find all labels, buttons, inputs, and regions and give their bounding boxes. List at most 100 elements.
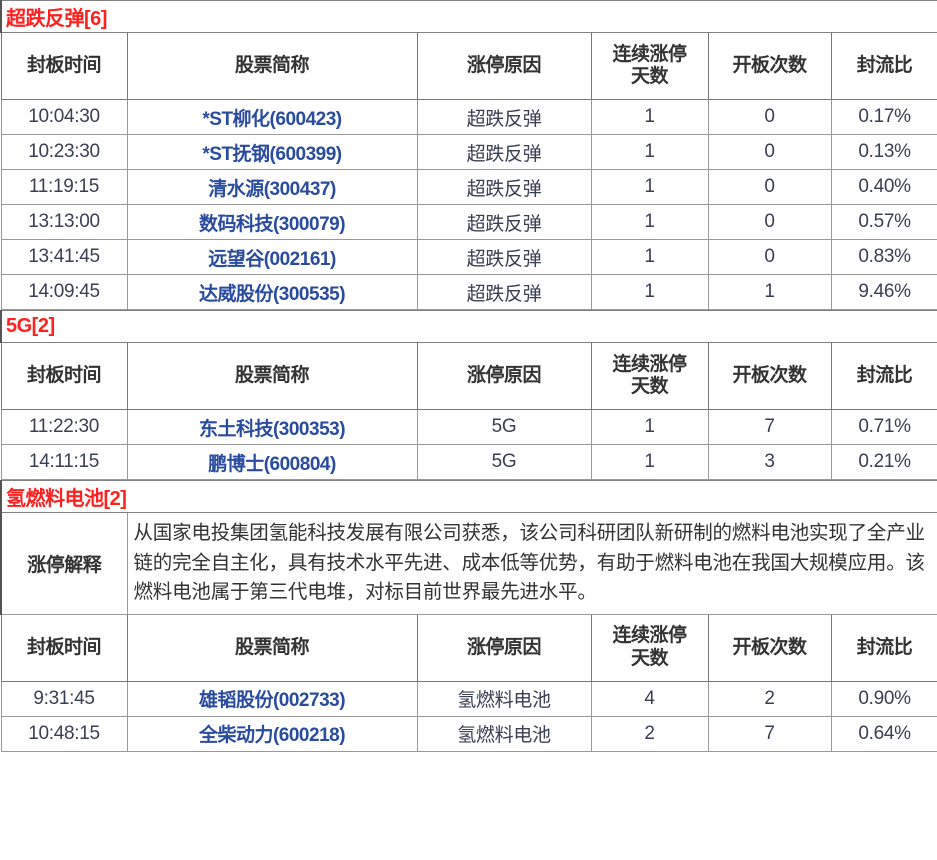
cell-open-count: 2 [707, 680, 832, 717]
table-row: 11:19:15 清水源(300437) 超跌反弹 1 0 0.40% [0, 169, 937, 205]
table-header-row: 封板时间 股票简称 涨停原因 连续涨停 天数 开板次数 封流比 [0, 32, 937, 100]
column-header-consecutive-days-line1: 连续涨停 [612, 625, 687, 647]
cell-consecutive-days: 1 [590, 134, 709, 170]
cell-consecutive-days: 2 [590, 715, 709, 752]
table-header-row: 封板时间 股票简称 涨停原因 连续涨停 天数 开板次数 封流比 [0, 342, 937, 410]
column-header-ratio: 封流比 [830, 342, 937, 410]
cell-reason: 5G [416, 409, 592, 445]
stock-link[interactable]: 达威股份(300535) [126, 274, 418, 310]
stock-link[interactable]: 东土科技(300353) [126, 409, 418, 445]
cell-reason: 超跌反弹 [416, 274, 592, 310]
section-title-row: 超跌反弹[6] [0, 0, 937, 33]
column-header-consecutive-days-line2: 天数 [630, 647, 669, 669]
cell-consecutive-days: 1 [590, 444, 709, 480]
cell-open-count: 0 [707, 134, 832, 170]
column-header-consecutive-days: 连续涨停 天数 [590, 342, 709, 410]
cell-ratio: 0.40% [830, 169, 937, 205]
cell-time: 10:23:30 [0, 134, 128, 170]
cell-consecutive-days: 1 [590, 239, 709, 275]
cell-ratio: 0.57% [830, 204, 937, 240]
table-row: 14:09:45 达威股份(300535) 超跌反弹 1 1 9.46% [0, 274, 937, 310]
table-row: 14:11:15 鹏博士(600804) 5G 1 3 0.21% [0, 444, 937, 480]
stock-link[interactable]: *ST抚钢(600399) [126, 134, 418, 170]
explanation-text: 从国家电投集团氢能科技发展有限公司获悉，该公司科研团队新研制的燃料电池实现了全产… [126, 512, 937, 615]
column-header-consecutive-days-line2: 天数 [630, 376, 669, 397]
section-title: 超跌反弹[6] [0, 0, 937, 33]
column-header-stock: 股票简称 [126, 32, 418, 100]
column-header-consecutive-days-line1: 连续涨停 [612, 43, 687, 65]
cell-open-count: 0 [707, 99, 832, 135]
cell-time: 14:11:15 [0, 444, 128, 480]
column-header-consecutive-days-line1: 连续涨停 [612, 353, 687, 375]
column-header-open-count: 开板次数 [707, 613, 832, 682]
cell-consecutive-days: 1 [590, 409, 709, 445]
cell-time: 13:41:45 [0, 239, 128, 275]
cell-ratio: 0.64% [830, 715, 937, 752]
table-header-row: 封板时间 股票简称 涨停原因 连续涨停 天数 开板次数 封流比 [0, 613, 937, 682]
table-row: 9:31:45 雄韬股份(002733) 氢燃料电池 4 2 0.90% [0, 680, 937, 717]
cell-open-count: 0 [707, 169, 832, 205]
cell-ratio: 0.83% [830, 239, 937, 275]
cell-open-count: 1 [707, 274, 832, 310]
stock-link[interactable]: 雄韬股份(002733) [126, 680, 418, 717]
cell-reason: 5G [416, 444, 592, 480]
cell-consecutive-days: 1 [590, 204, 709, 240]
section-table: 5G[2] 封板时间 股票简称 涨停原因 连续涨停 天数 开板次数 封流比 11:22:30 东土… [0, 310, 937, 480]
cell-open-count: 0 [707, 204, 832, 240]
column-header-time: 封板时间 [0, 613, 128, 682]
cell-time: 10:48:15 [0, 715, 128, 752]
column-header-time: 封板时间 [0, 32, 128, 100]
cell-time: 13:13:00 [0, 204, 128, 240]
column-header-consecutive-days: 连续涨停 天数 [590, 613, 709, 682]
section-title-row: 5G[2] [0, 310, 937, 343]
stock-link[interactable]: 清水源(300437) [126, 169, 418, 205]
cell-open-count: 7 [707, 409, 832, 445]
stock-link[interactable]: 全柴动力(600218) [126, 715, 418, 752]
cell-time: 10:04:30 [0, 99, 128, 135]
explanation-label: 涨停解释 [0, 512, 128, 615]
cell-consecutive-days: 1 [590, 169, 709, 205]
section-title: 5G[2] [0, 310, 937, 343]
cell-open-count: 0 [707, 239, 832, 275]
cell-ratio: 0.71% [830, 409, 937, 445]
cell-reason: 超跌反弹 [416, 134, 592, 170]
section-table: 超跌反弹[6] 封板时间 股票简称 涨停原因 连续涨停 天数 开板次数 封流比 10:04:30… [0, 0, 937, 310]
table-row: 10:04:30 *ST柳化(600423) 超跌反弹 1 0 0.17% [0, 99, 937, 135]
column-header-stock: 股票简称 [126, 342, 418, 410]
column-header-reason: 涨停原因 [416, 342, 592, 410]
cell-ratio: 0.21% [830, 444, 937, 480]
cell-ratio: 0.17% [830, 99, 937, 135]
stock-link[interactable]: 鹏博士(600804) [126, 444, 418, 480]
explanation-row: 涨停解释 从国家电投集团氢能科技发展有限公司获悉，该公司科研团队新研制的燃料电池实… [0, 512, 937, 615]
cell-time: 14:09:45 [0, 274, 128, 310]
cell-time: 11:22:30 [0, 409, 128, 445]
stock-link[interactable]: *ST柳化(600423) [126, 99, 418, 135]
table-row: 10:23:30 *ST抚钢(600399) 超跌反弹 1 0 0.13% [0, 134, 937, 170]
cell-consecutive-days: 1 [590, 99, 709, 135]
column-header-stock: 股票简称 [126, 613, 418, 682]
column-header-open-count: 开板次数 [707, 32, 832, 100]
column-header-reason: 涨停原因 [416, 32, 592, 100]
stock-link[interactable]: 远望谷(002161) [126, 239, 418, 275]
table-row: 13:13:00 数码科技(300079) 超跌反弹 1 0 0.57% [0, 204, 937, 240]
cell-reason: 超跌反弹 [416, 169, 592, 205]
section-title-row: 氢燃料电池[2] [0, 480, 937, 513]
cell-consecutive-days: 4 [590, 680, 709, 717]
section-title: 氢燃料电池[2] [0, 480, 937, 513]
column-header-ratio: 封流比 [830, 32, 937, 100]
cell-time: 11:19:15 [0, 169, 128, 205]
table-row: 13:41:45 远望谷(002161) 超跌反弹 1 0 0.83% [0, 239, 937, 275]
cell-reason: 超跌反弹 [416, 204, 592, 240]
table-row: 11:22:30 东土科技(300353) 5G 1 7 0.71% [0, 409, 937, 445]
cell-time: 9:31:45 [0, 680, 128, 717]
column-header-ratio: 封流比 [830, 613, 937, 682]
column-header-consecutive-days-line2: 天数 [630, 66, 669, 87]
stock-link[interactable]: 数码科技(300079) [126, 204, 418, 240]
column-header-time: 封板时间 [0, 342, 128, 410]
cell-reason: 超跌反弹 [416, 99, 592, 135]
limit-up-board-page: 超跌反弹[6] 封板时间 股票简称 涨停原因 连续涨停 天数 开板次数 封流比 10:04:30… [0, 0, 937, 752]
cell-open-count: 3 [707, 444, 832, 480]
cell-ratio: 9.46% [830, 274, 937, 310]
section-table: 氢燃料电池[2] 涨停解释 从国家电投集团氢能科技发展有限公司获悉，该公司科研团队新… [0, 480, 937, 752]
cell-open-count: 7 [707, 715, 832, 752]
